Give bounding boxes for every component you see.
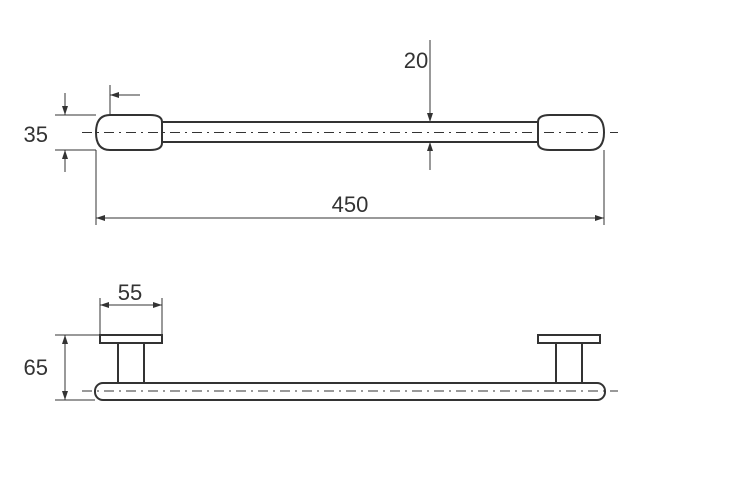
side-view: 55 65	[24, 280, 618, 400]
dim-450: 450	[332, 192, 369, 217]
engineering-diagram: 35 20 450 55	[0, 0, 750, 500]
top-view: 35 20 450	[24, 40, 618, 225]
dim-65: 65	[24, 355, 48, 380]
drawing-canvas: 35 20 450 55	[0, 0, 750, 500]
dim-35: 35	[24, 122, 48, 147]
dim-55: 55	[118, 280, 142, 305]
dim-20: 20	[404, 48, 428, 73]
